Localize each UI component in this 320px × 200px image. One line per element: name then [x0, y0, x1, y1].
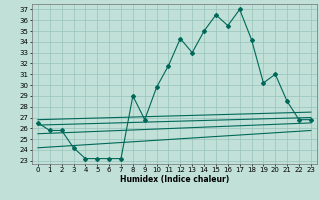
X-axis label: Humidex (Indice chaleur): Humidex (Indice chaleur) [120, 175, 229, 184]
